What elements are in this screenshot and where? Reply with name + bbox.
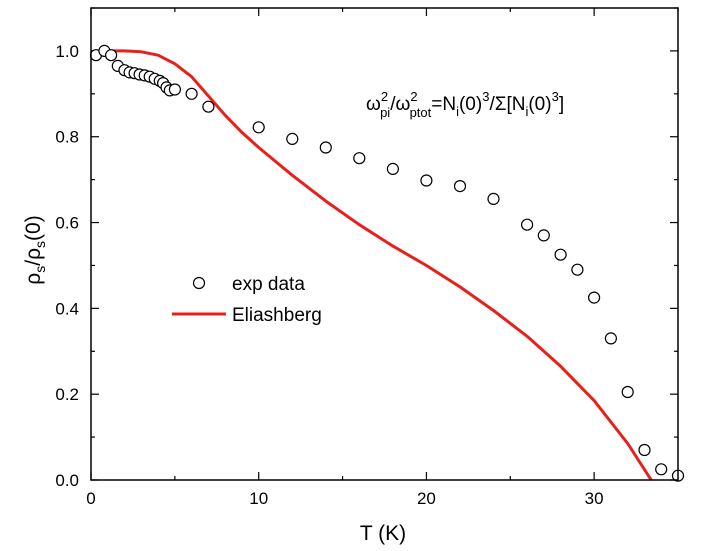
legend-label-eliashberg: Eliashberg	[232, 305, 322, 326]
exp-data-point	[587, 291, 601, 304]
legend: exp data Eliashberg	[172, 274, 322, 326]
y-axis-title: ρs/ρs(0)	[22, 215, 48, 284]
exp-data-point	[386, 162, 399, 175]
y-tick-label: 0.8	[55, 128, 79, 147]
x-axis-title: T (K)	[360, 522, 406, 545]
exp-data-point	[638, 443, 651, 457]
y-tick-label: 0.6	[55, 214, 79, 233]
y-tick-label: 1.0	[55, 42, 79, 61]
exp-data-point	[353, 152, 366, 165]
annotation-formula: ω2 pi/ω2 ptot=Ni(0)3/Σ[Ni(0)3]	[366, 89, 564, 120]
x-tick-label: 30	[585, 489, 604, 508]
exp-data-point	[537, 229, 550, 242]
exp-data-point	[453, 180, 467, 193]
exp-data-point	[252, 121, 265, 134]
x-tick-label: 10	[249, 489, 268, 508]
exp-data-point	[621, 385, 634, 399]
exp-data-point	[487, 192, 500, 205]
exp-data-point	[420, 174, 433, 187]
legend-label-exp-data: exp data	[232, 274, 305, 295]
legend-marker-exp-data	[192, 276, 206, 290]
exp-data-point	[185, 87, 198, 100]
y-tick-label: 0.0	[55, 471, 79, 490]
exp-data-point	[571, 263, 584, 276]
exp-data-point	[655, 463, 668, 476]
tick-layer: 0 10 20 30 0.0 0.2 0.4 0.6 0.8 1.0	[55, 7, 679, 508]
exp-data-point	[286, 132, 299, 145]
x-tick-label: 20	[417, 489, 436, 508]
exp-data-point	[168, 83, 181, 96]
y-tick-label: 0.2	[55, 385, 79, 404]
x-tick-label: 0	[86, 489, 95, 508]
y-tick-label: 0.4	[55, 299, 79, 318]
exp-data-point	[202, 100, 215, 113]
exp-data-point	[604, 332, 618, 345]
exp-data-point	[319, 141, 332, 154]
eliashberg-curve	[104, 49, 653, 481]
exp-data-point	[104, 49, 118, 62]
plot-frame	[90, 7, 679, 481]
exp-data-point	[554, 248, 567, 261]
exp-data-point	[520, 218, 534, 231]
